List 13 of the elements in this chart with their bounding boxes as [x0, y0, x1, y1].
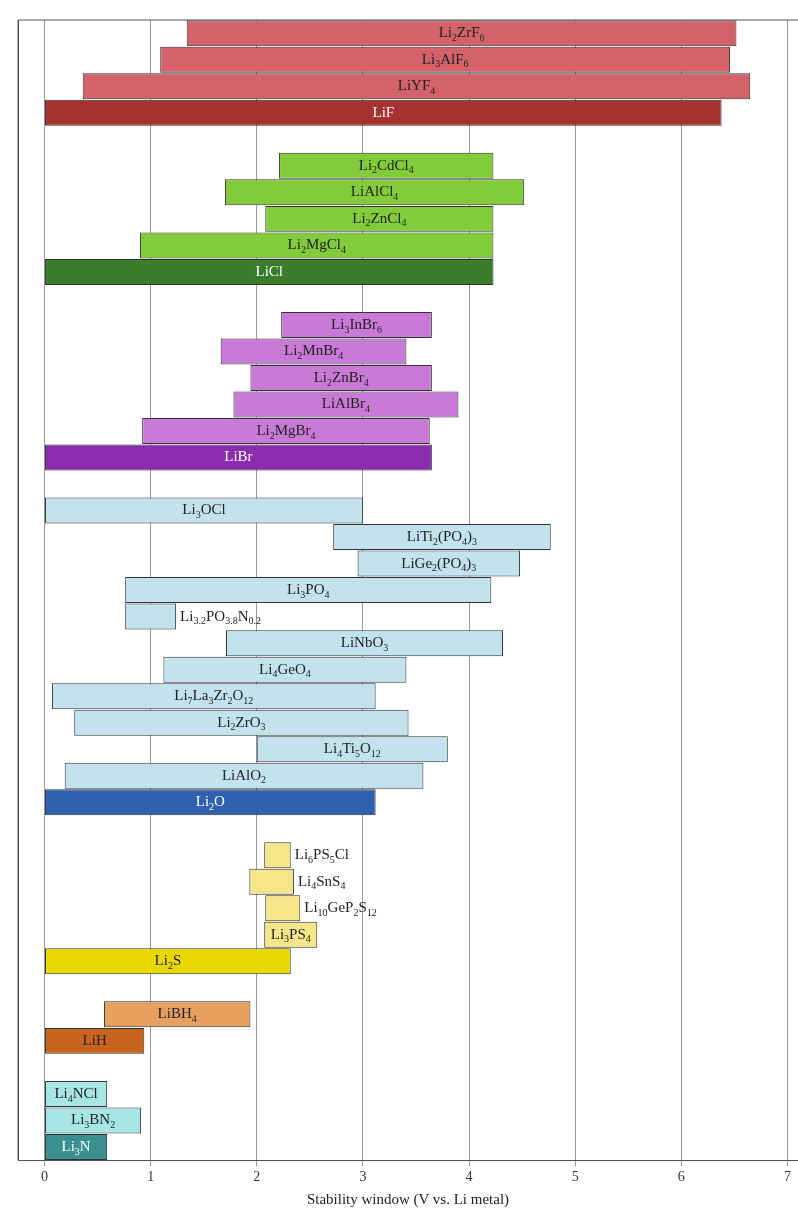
- y-tick-label: LiBr: [224, 448, 253, 465]
- x-axis-title: Stability window (V vs. Li metal): [306, 1190, 510, 1208]
- x-tick-label: 3: [359, 1169, 367, 1185]
- x-tick-label: 5: [571, 1169, 579, 1185]
- x-tick-label: 6: [677, 1169, 685, 1185]
- x-tick-label: 0: [41, 1169, 49, 1185]
- y-tick-label: LiCl: [255, 262, 283, 279]
- y-tick-label: LiH: [82, 1031, 107, 1048]
- x-tick-label: 1: [147, 1169, 155, 1185]
- x-tick-label: 2: [253, 1169, 261, 1185]
- x-tick-label: 7: [783, 1169, 791, 1185]
- y-tick-label: LiF: [372, 103, 395, 120]
- x-tick-label: 4: [465, 1169, 473, 1185]
